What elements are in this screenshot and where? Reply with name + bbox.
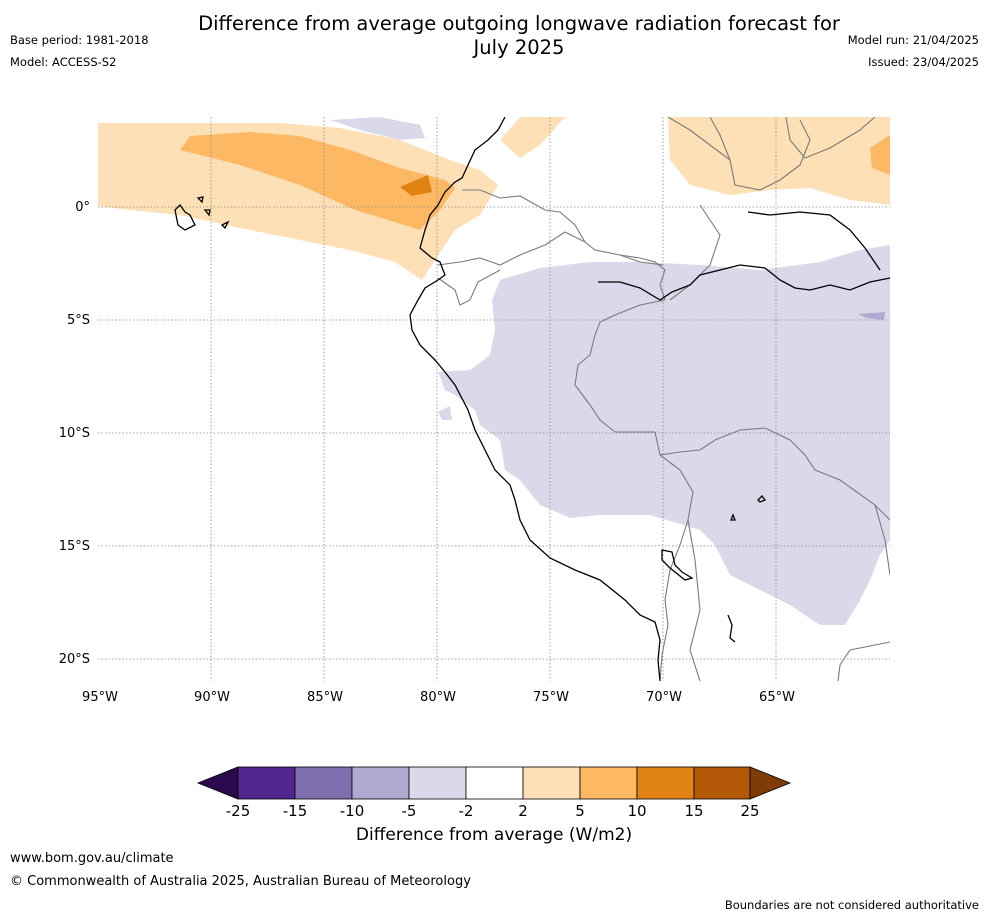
lon-label-85w: 85°W (307, 690, 343, 705)
lon-label-75w: 75°W (533, 690, 569, 705)
colorbar-tick: 10 (627, 802, 646, 820)
colorbar-tick: 25 (740, 802, 759, 820)
chart-title: Difference from average outgoing longwav… (164, 12, 874, 60)
meta-left: Base period: 1981-2018 Model: ACCESS-S2 (10, 29, 149, 73)
footer-note: Boundaries are not considered authoritat… (724, 898, 979, 912)
colorbar-tick: -25 (226, 802, 251, 820)
colorbar-tick: 2 (518, 802, 528, 820)
anomaly-fill-5-10-pacific (180, 132, 455, 230)
lon-label-70w: 70°W (646, 690, 682, 705)
title-line-1: Difference from average outgoing longwav… (198, 12, 840, 35)
gridlines (98, 117, 890, 681)
colorbar-tick: -2 (459, 802, 474, 820)
colorbar-tick: -15 (283, 802, 308, 820)
lat-label-15s: 15°S (59, 539, 90, 554)
colorbar-arrow-low (196, 766, 239, 800)
colorbar-ticks: -25 -15 -10 -5 -2 2 5 10 15 25 (226, 802, 760, 820)
issued-text: Issued: 23/04/2025 (868, 55, 979, 69)
colorbar-cell (351, 766, 410, 800)
footer-copyright: © Commonwealth of Australia 2025, Austra… (10, 874, 471, 889)
colorbar-tick: -5 (402, 802, 417, 820)
colorbar-cell (579, 766, 638, 800)
country-borders (437, 117, 890, 681)
map-panel (98, 117, 890, 681)
anomaly-fill-2-5-northeast (668, 117, 890, 205)
anomaly-fill-2-5-pacific (98, 123, 498, 280)
colorbar (196, 766, 792, 800)
anomaly-fill-neg-5-10-patch (858, 312, 885, 320)
base-period-text: Base period: 1981-2018 (10, 33, 149, 47)
lon-axis-labels: 95°W 90°W 85°W 80°W 75°W 70°W 65°W (82, 690, 795, 705)
lat-label-10s: 10°S (59, 426, 90, 441)
colorbar-arrow-high (749, 766, 792, 800)
colorbar-cell (522, 766, 581, 800)
lon-label-95w: 95°W (82, 690, 118, 705)
lat-label-20s: 20°S (59, 652, 90, 667)
model-text: Model: ACCESS-S2 (10, 55, 117, 69)
lon-label-80w: 80°W (420, 690, 456, 705)
colorbar-tick: 15 (684, 802, 703, 820)
colorbar-cell (294, 766, 353, 800)
anomaly-fill-neg-2-5-patch (438, 406, 452, 420)
title-line-2: July 2025 (473, 36, 565, 59)
anomaly-fill-5-10-northeast (870, 135, 890, 175)
model-run-text: Model run: 21/04/2025 (847, 33, 979, 47)
anomaly-fill-2-5-north (500, 117, 565, 158)
anomaly-fill-neg-2-5-north (330, 117, 425, 140)
colorbar-cell (465, 766, 524, 800)
colorbar-cell (237, 766, 296, 800)
coastline (174, 117, 890, 681)
anomaly-fill-neg-2-5-amazon (438, 245, 890, 625)
footer-url[interactable]: www.bom.gov.au/climate (10, 851, 174, 866)
lat-label-0: 0° (75, 200, 90, 215)
colorbar-tick: 5 (575, 802, 585, 820)
colorbar-title: Difference from average (W/m2) (355, 825, 633, 845)
anomaly-fill-10-15-pacific (400, 175, 432, 196)
meta-right: Model run: 21/04/2025 Issued: 23/04/2025 (848, 29, 979, 73)
lon-label-65w: 65°W (759, 690, 795, 705)
colorbar-cell (408, 766, 467, 800)
lat-label-5s: 5°S (67, 313, 90, 328)
lat-axis-labels: 0° 5°S 10°S 15°S 20°S (59, 200, 90, 667)
lon-label-90w: 90°W (194, 690, 230, 705)
colorbar-tick: -10 (340, 802, 365, 820)
colorbar-cell (693, 766, 751, 800)
colorbar-cell (636, 766, 695, 800)
